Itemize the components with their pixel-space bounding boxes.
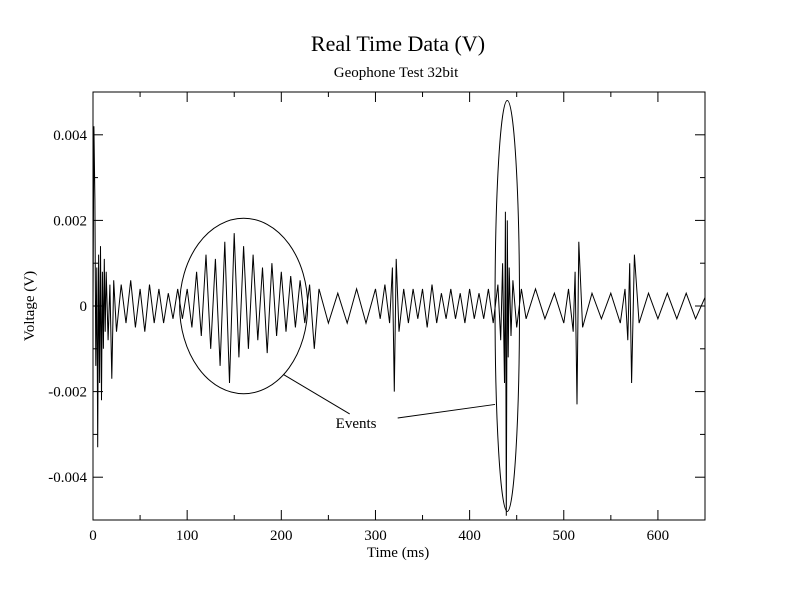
event-ellipse <box>494 100 521 512</box>
events-annotation-label: Events <box>336 416 377 432</box>
y-tick-label: -0.002 <box>48 385 87 401</box>
y-tick-label: 0.004 <box>53 128 87 144</box>
x-tick-label: 100 <box>176 528 199 544</box>
chart-subtitle: Geophone Test 32bit <box>334 65 459 81</box>
y-tick-label: 0.002 <box>53 213 87 229</box>
y-axis-label: Voltage (V) <box>22 271 38 341</box>
plot-area: 0 100 200 300 400 500 600 -0.004 -0.002 0 0.002 0.0… <box>48 91 706 544</box>
x-axis-label: Time (ms) <box>367 545 429 561</box>
x-tick-label: 500 <box>553 528 576 544</box>
event-ellipse <box>179 217 309 395</box>
x-tick-label: 400 <box>458 528 481 544</box>
x-tick-label: 0 <box>89 528 97 544</box>
events-leader-line <box>397 403 496 419</box>
series-line <box>92 126 706 516</box>
events-leader-line <box>283 374 350 415</box>
y-tick-label: -0.004 <box>48 470 87 486</box>
chart-title: Real Time Data (V) <box>311 31 485 56</box>
x-tick-label: 600 <box>647 528 670 544</box>
x-tick-label: 300 <box>364 528 387 544</box>
x-tick-label: 200 <box>270 528 293 544</box>
y-tick-label: 0 <box>80 299 88 315</box>
